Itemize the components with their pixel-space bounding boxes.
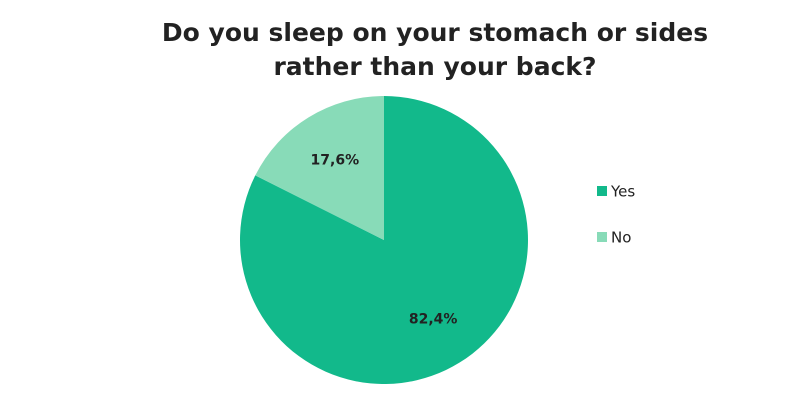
legend-label: No (611, 229, 631, 247)
pie-slice (255, 96, 384, 240)
legend-swatch (597, 186, 607, 196)
legend-swatch (597, 232, 607, 242)
data-label: 17,6% (311, 152, 360, 168)
chart-title: Do you sleep on your stomach or sides ra… (161, 18, 709, 81)
data-label: 82,4% (409, 312, 458, 328)
legend-label: Yes (610, 183, 635, 201)
